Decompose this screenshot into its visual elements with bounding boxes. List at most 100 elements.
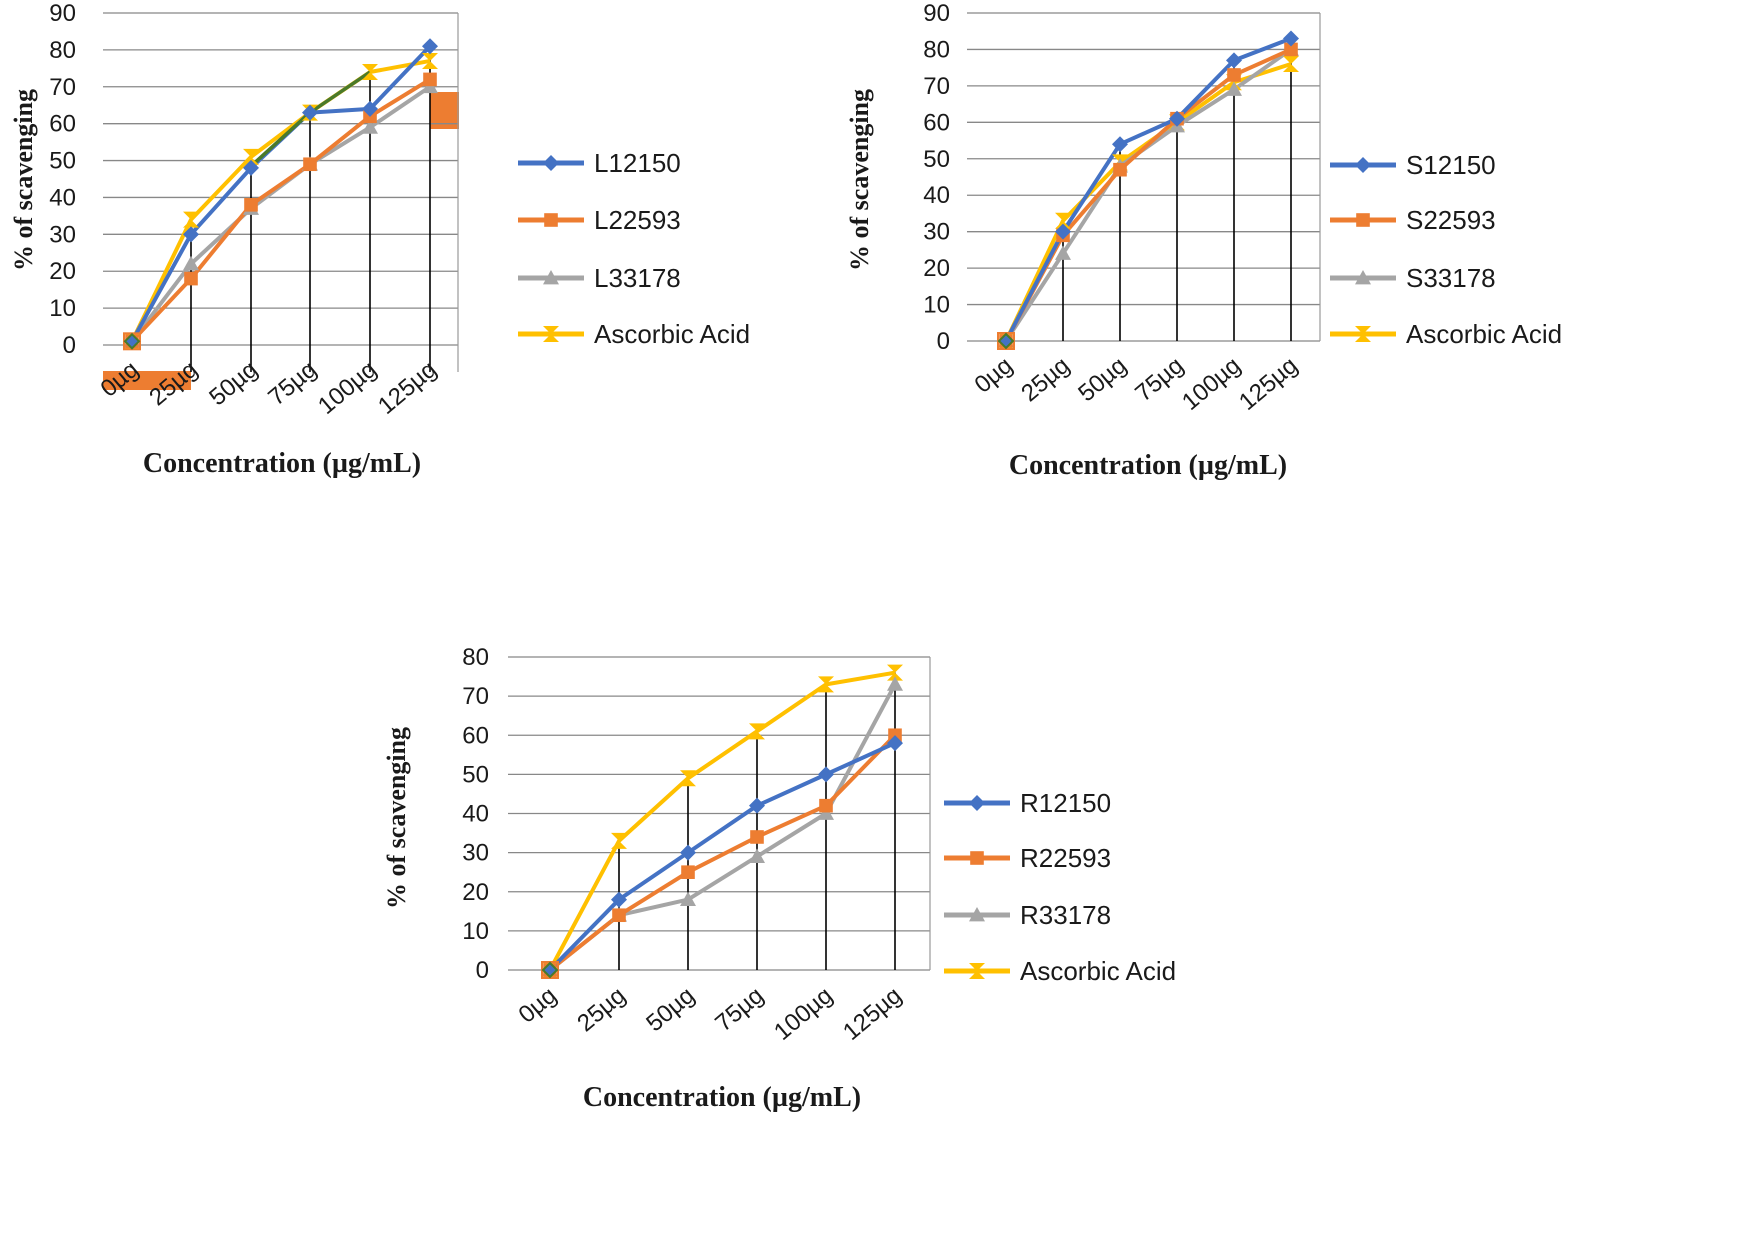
data-point-s12150 [1112, 136, 1128, 153]
legend-label: Ascorbic Acid [594, 319, 750, 349]
x-tick-label: 125µg [838, 982, 907, 1046]
x-tick-label: 100µg [1177, 352, 1246, 416]
data-point-r12150 [749, 797, 765, 814]
series-line-ascorbic-acid [548, 670, 896, 971]
legend-label: R22593 [1020, 843, 1111, 873]
data-point-r22593 [681, 865, 695, 879]
legend-label: S12150 [1406, 150, 1496, 180]
x-axis-label: Concentration (µg/mL) [143, 448, 421, 479]
data-point-s22593 [1284, 42, 1298, 57]
series-line-ascorbic-acid [1004, 62, 1292, 342]
x-tick-label: 25µg [572, 982, 631, 1037]
legend-marker [1355, 157, 1371, 173]
data-point-r22593 [750, 830, 764, 844]
data-point-s12150 [1169, 110, 1185, 127]
legend-label: L12150 [594, 148, 681, 178]
legend-marker [1355, 326, 1371, 342]
legend-marker [969, 795, 985, 811]
data-point-l12150 [362, 100, 378, 117]
data-point-s12150 [1226, 52, 1242, 69]
data-point-r33178 [818, 805, 834, 820]
data-point-l12150 [243, 159, 259, 176]
data-point-s33178 [1055, 245, 1071, 260]
x-tick-label: 0µg [969, 352, 1017, 399]
legend-marker [543, 155, 559, 171]
y-tick-label: 50 [923, 146, 950, 173]
legend-label: Ascorbic Acid [1020, 956, 1176, 986]
legend-marker [969, 907, 985, 922]
legend-label: L22593 [594, 205, 681, 235]
y-tick-label: 30 [49, 221, 76, 248]
data-point-r33178 [749, 848, 765, 863]
y-tick-label: 0 [937, 328, 950, 355]
x-tick-label: 25µg [1016, 352, 1075, 407]
y-tick-label: 50 [49, 148, 76, 175]
y-tick-label: 70 [923, 73, 950, 100]
origin-marker-diamond [123, 332, 141, 350]
data-point-ascorbic-acid [818, 676, 834, 693]
series-line-ascorbic-acid [130, 58, 431, 343]
legend-label: S33178 [1406, 263, 1496, 293]
data-point-r12150 [887, 735, 903, 752]
y-tick-label: 30 [923, 219, 950, 246]
legend-label: Ascorbic Acid [1406, 319, 1562, 349]
decorative-orange-bar [103, 371, 191, 390]
data-point-l12150 [183, 226, 199, 243]
data-point-ascorbic-acid [680, 770, 696, 787]
data-point-ascorbic-acid [611, 832, 627, 849]
data-point-l22593 [244, 198, 258, 212]
data-point-ascorbic-acid [1283, 56, 1299, 73]
y-axis-label: % of scavenging [9, 89, 38, 271]
decorative-orange-block [430, 92, 459, 129]
series-line-r12150 [548, 741, 896, 972]
y-tick-label: 60 [49, 111, 76, 138]
origin-marker-diamond [541, 961, 559, 979]
y-tick-label: 60 [462, 722, 489, 749]
y-tick-label: 0 [63, 332, 76, 359]
data-point-r12150 [818, 766, 834, 783]
data-point-ascorbic-acid [1055, 212, 1071, 229]
data-point-ascorbic-acid [422, 52, 438, 69]
y-tick-label: 70 [49, 74, 76, 101]
x-tick-label: 75µg [710, 982, 769, 1037]
x-tick-label: 50µg [641, 982, 700, 1037]
legend-marker [970, 851, 984, 865]
data-point-ascorbic-acid [362, 64, 378, 81]
data-point-s22593 [1113, 162, 1127, 177]
y-tick-label: 30 [462, 840, 489, 867]
data-point-l22593 [184, 271, 198, 286]
data-point-l12150 [302, 104, 318, 121]
y-tick-label: 20 [923, 255, 950, 282]
legend-marker [1355, 270, 1371, 285]
data-point-s33178 [1226, 81, 1242, 96]
x-tick-label: 100µg [769, 982, 838, 1046]
data-point-ascorbic-acid [749, 723, 765, 740]
data-point-r22593 [819, 798, 833, 813]
x-tick-label: 0µg [95, 356, 143, 403]
x-tick-label: 125µg [373, 356, 442, 420]
data-point-s12150 [1283, 30, 1299, 47]
data-point-l12150 [422, 38, 438, 55]
data-point-r12150 [611, 891, 627, 908]
y-tick-label: 20 [462, 879, 489, 906]
y-tick-label: 10 [923, 292, 950, 319]
data-point-ascorbic-acid [243, 148, 259, 165]
data-point-r33178 [680, 891, 696, 906]
x-tick-label: 0µg [513, 982, 561, 1029]
legend-label: S22593 [1406, 205, 1496, 235]
chart-l-series: 0 10 20 30 40 50 60 70 80 90 0µg 25µg 50µg 75µg100µg1… [9, 0, 750, 479]
y-tick-label: 50 [462, 761, 489, 788]
series-line-l12150 [130, 44, 432, 343]
data-point-s12150 [1055, 223, 1071, 240]
x-tick-label: 50µg [204, 356, 263, 411]
data-point-r12150 [680, 844, 696, 861]
y-tick-label: 20 [49, 258, 76, 285]
y-tick-label: 80 [923, 36, 950, 63]
y-tick-label: 80 [49, 37, 76, 64]
legend-marker [543, 326, 559, 342]
data-point-r33178 [887, 676, 903, 691]
data-point-l22593 [423, 72, 437, 87]
x-tick-label: 125µg [1234, 352, 1303, 416]
y-tick-label: 90 [923, 0, 950, 27]
